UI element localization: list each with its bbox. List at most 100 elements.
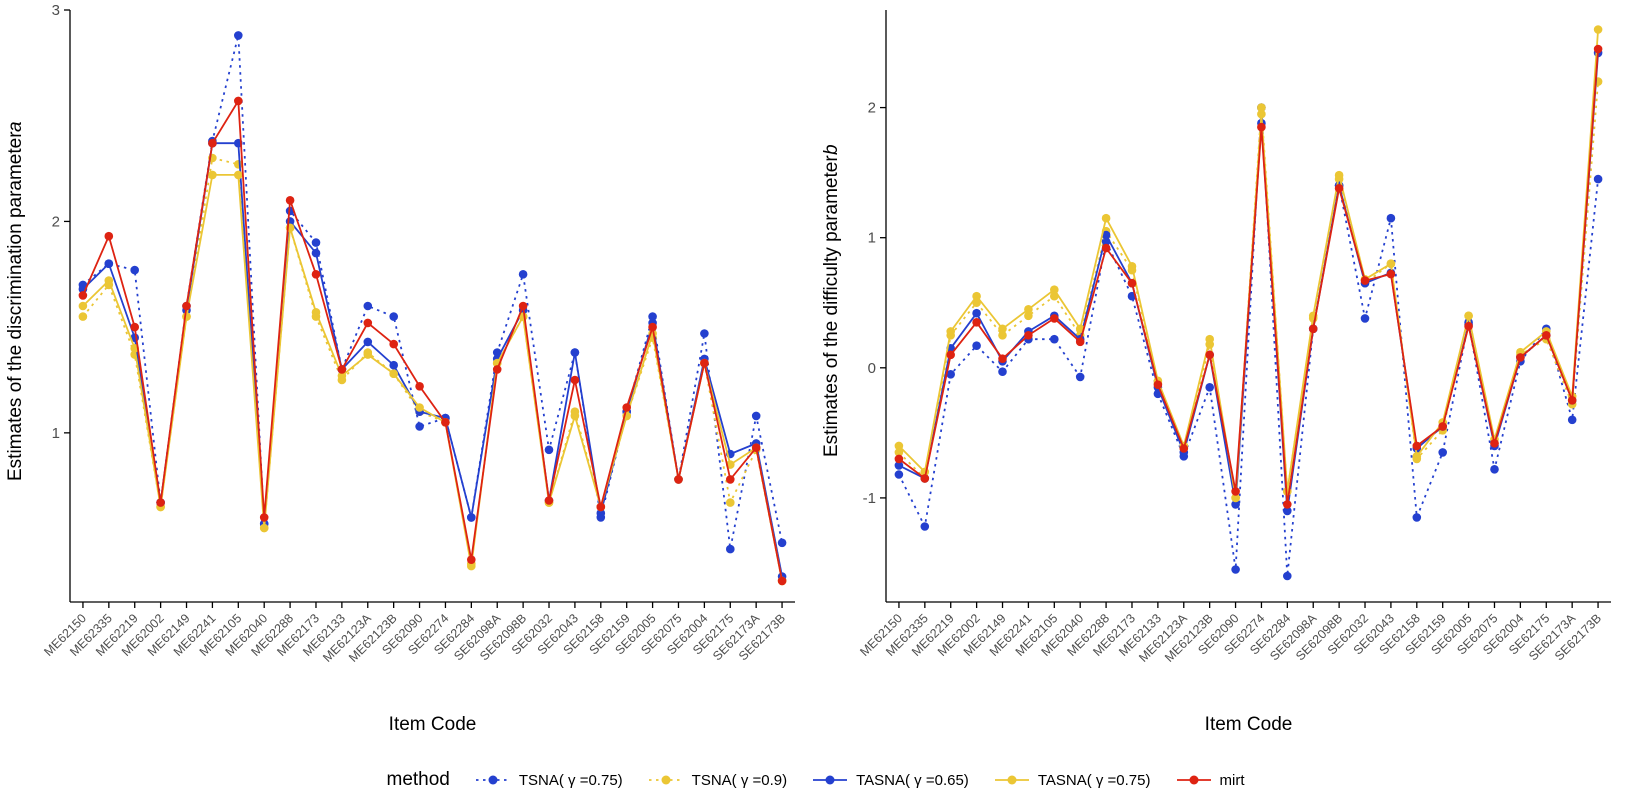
data-point	[259, 513, 269, 522]
data-point	[518, 270, 528, 279]
series-line	[898, 81, 1599, 499]
x-axis-title: Item Code	[388, 714, 477, 735]
data-point	[570, 411, 580, 421]
data-point	[894, 454, 904, 464]
data-point	[1127, 278, 1137, 288]
data-point	[946, 327, 955, 336]
data-point	[1593, 174, 1603, 184]
data-point	[920, 522, 930, 531]
data-point	[415, 403, 424, 412]
data-point	[1360, 314, 1370, 323]
x-axis-title: Item Code	[1204, 714, 1293, 735]
legend-key-icon	[475, 775, 510, 785]
series-line	[898, 29, 1599, 499]
data-point	[104, 276, 114, 285]
data-point	[1050, 314, 1059, 323]
data-point	[1283, 500, 1292, 509]
data-point	[1231, 565, 1240, 574]
data-point	[998, 324, 1007, 334]
data-point	[1542, 331, 1551, 340]
legend-item-label: mirt	[1219, 771, 1245, 789]
data-point	[700, 358, 709, 368]
legend-items: TSNA( γ =0.75) TSNA( γ =0.9) TASNA( γ =0.6…	[474, 771, 1245, 789]
data-point	[751, 411, 761, 421]
data-point	[259, 523, 269, 533]
data-point	[596, 508, 606, 518]
data-point	[337, 365, 347, 374]
data-point	[363, 301, 373, 311]
y-tick-label: 2	[52, 213, 60, 230]
data-point	[285, 196, 295, 205]
data-point	[1386, 213, 1396, 223]
y-tick-label: 1	[868, 230, 876, 247]
data-point	[78, 301, 88, 311]
legend-key-icon	[994, 775, 1029, 785]
data-point	[544, 445, 554, 455]
data-point	[777, 576, 787, 586]
data-point	[389, 369, 399, 379]
data-point	[311, 270, 321, 279]
data-point	[363, 337, 373, 347]
series-line	[82, 156, 783, 582]
panel-difficulty: Estimates of the difficulty parameter b …	[816, 0, 1631, 748]
data-point	[104, 259, 114, 269]
data-point	[1334, 184, 1344, 193]
series-line	[82, 174, 783, 582]
data-point	[130, 265, 139, 275]
data-point	[1205, 334, 1214, 344]
data-point	[1050, 285, 1059, 295]
data-point	[182, 301, 191, 311]
data-point	[234, 170, 243, 180]
data-point	[674, 475, 683, 484]
data-point	[389, 339, 399, 349]
data-point	[1231, 487, 1240, 496]
data-point	[389, 360, 399, 370]
data-point	[544, 496, 554, 505]
data-point	[1516, 353, 1525, 362]
data-point	[1075, 337, 1085, 347]
data-point	[1101, 243, 1111, 253]
data-point	[130, 322, 139, 332]
data-point	[492, 365, 502, 374]
data-point	[78, 291, 88, 300]
legend-title: method	[386, 769, 450, 790]
data-point	[415, 422, 424, 431]
data-point	[1101, 230, 1111, 240]
data-point	[208, 138, 217, 148]
legend-item-label: TASNA( γ =0.65)	[856, 771, 969, 789]
data-point	[1412, 441, 1422, 451]
data-point	[596, 502, 606, 512]
series-line	[82, 142, 783, 577]
data-point	[1153, 380, 1163, 390]
data-point	[1101, 213, 1111, 223]
legend-item: TASNA( γ =0.65)	[811, 771, 969, 789]
data-point	[1075, 372, 1085, 382]
data-point	[467, 513, 476, 522]
data-point	[726, 498, 735, 507]
data-point	[1334, 170, 1344, 180]
data-point	[467, 561, 476, 571]
y-tick-label: 2	[868, 100, 876, 117]
data-point	[1283, 506, 1292, 516]
data-point	[998, 331, 1007, 340]
legend: method TSNA( γ =0.75) TSNA( γ =0.9) TASNA(…	[0, 760, 1631, 800]
data-point	[726, 475, 735, 484]
data-point	[1490, 439, 1499, 448]
data-point	[1490, 465, 1499, 474]
y-tick-label: -1	[863, 490, 876, 507]
y-tick-label: 0	[868, 360, 876, 377]
data-point	[1283, 571, 1292, 581]
y-tick-label: 1	[52, 425, 60, 442]
legend-item: TSNA( γ =0.75)	[474, 771, 623, 789]
data-point	[1257, 122, 1266, 132]
data-point	[700, 329, 709, 338]
data-point	[1257, 103, 1266, 112]
data-point	[1205, 383, 1214, 392]
data-point	[751, 443, 761, 453]
data-point	[1024, 331, 1033, 340]
data-point	[972, 341, 981, 351]
data-point	[337, 371, 347, 381]
data-point	[1257, 109, 1266, 119]
legend-key-icon	[813, 775, 848, 785]
